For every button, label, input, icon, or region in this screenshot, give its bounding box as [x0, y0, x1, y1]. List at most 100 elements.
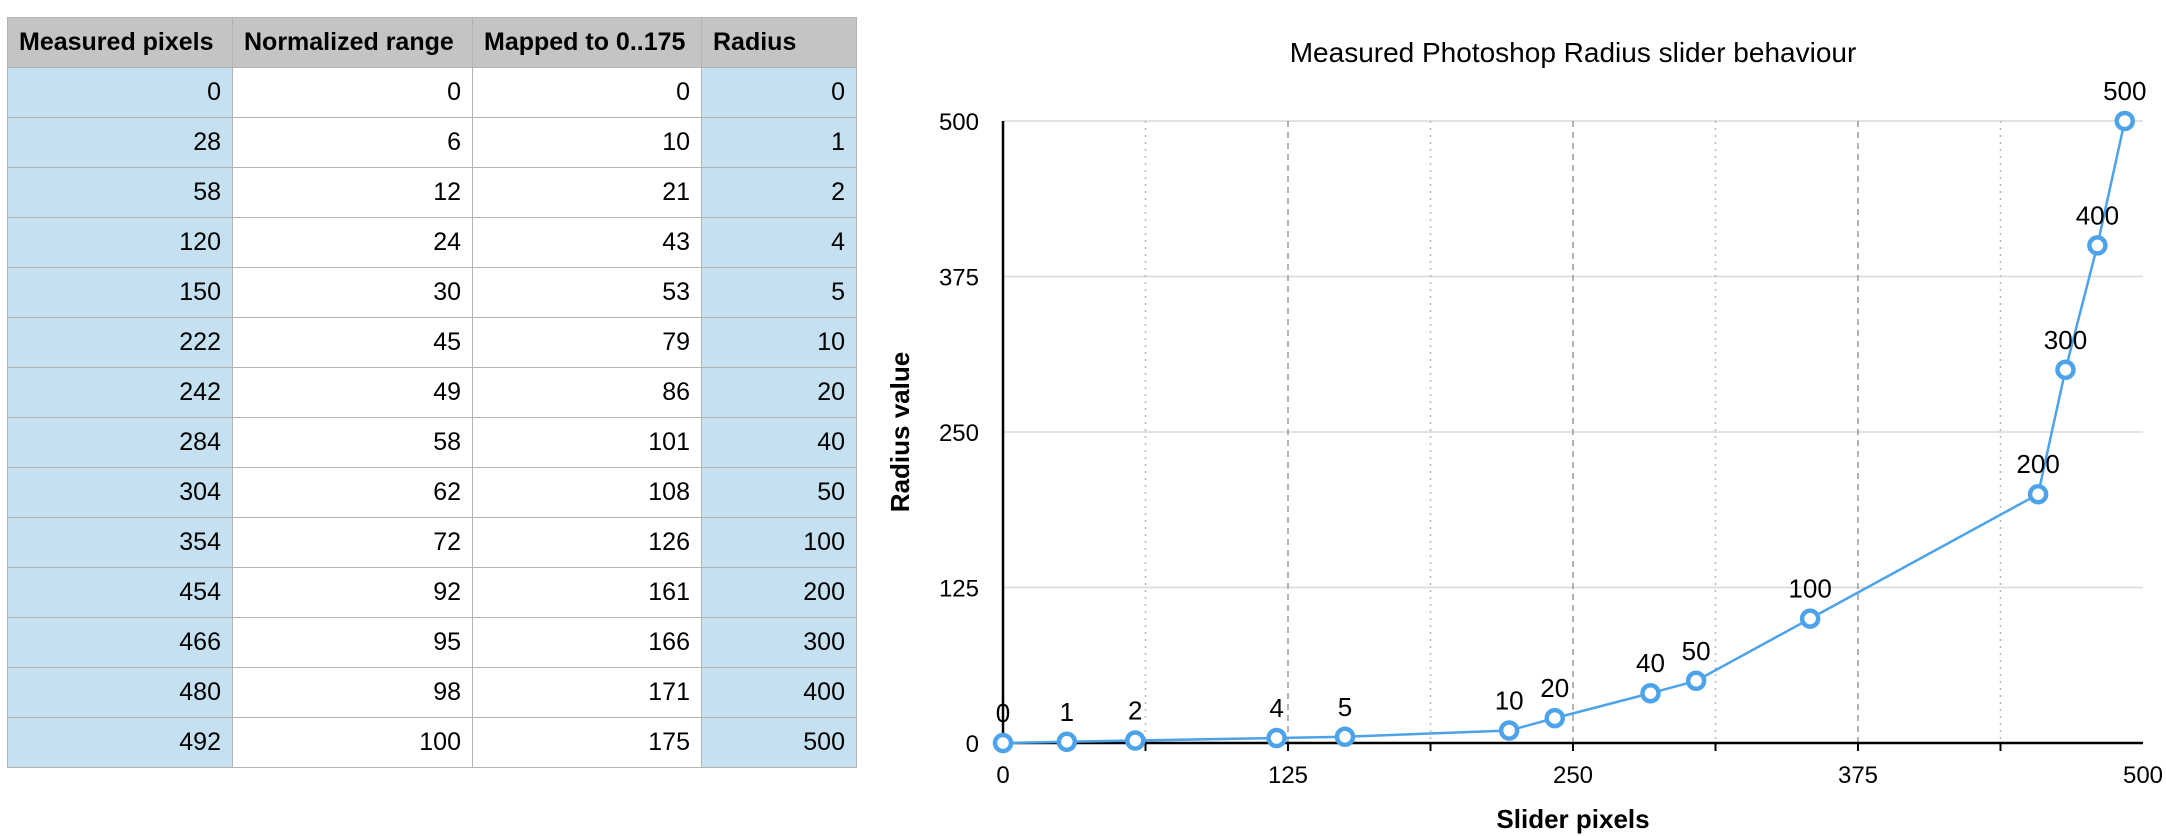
- table-row: 480 98 171 400: [7, 667, 857, 718]
- data-point: [1056, 731, 1078, 753]
- cell-normalized-range: 98: [232, 667, 473, 718]
- table-row: 120 24 43 4: [7, 217, 857, 268]
- cell-normalized-range: 24: [232, 217, 473, 268]
- header-mapped-range: Mapped to 0..175: [472, 17, 702, 68]
- cell-mapped-range: 0: [472, 67, 702, 118]
- table-body: 0 0 0 0 28 6 10 1 58 12 21 2 120 24 43 4 150 30 53 5 222 45 79…: [7, 67, 857, 768]
- header-measured-pixels: Measured pixels: [7, 17, 233, 68]
- data-label: 100: [1788, 574, 1831, 604]
- cell-radius: 10: [701, 317, 857, 368]
- cell-radius: 0: [701, 67, 857, 118]
- cell-radius: 40: [701, 417, 857, 468]
- cell-measured-pixels: 492: [7, 717, 233, 768]
- cell-radius: 2: [701, 167, 857, 218]
- cell-normalized-range: 92: [232, 567, 473, 618]
- data-label: 1: [1060, 697, 1074, 727]
- table-row: 304 62 108 50: [7, 467, 857, 518]
- data-label: 4: [1269, 693, 1283, 723]
- cell-normalized-range: 12: [232, 167, 473, 218]
- data-label: 5: [1338, 692, 1352, 722]
- data-label: 0: [996, 698, 1010, 728]
- cell-normalized-range: 45: [232, 317, 473, 368]
- cell-mapped-range: 166: [472, 617, 702, 668]
- data-point: [2114, 110, 2136, 132]
- cell-radius: 4: [701, 217, 857, 268]
- cell-measured-pixels: 0: [7, 67, 233, 118]
- header-radius: Radius: [701, 17, 857, 68]
- cell-measured-pixels: 454: [7, 567, 233, 618]
- cell-measured-pixels: 354: [7, 517, 233, 568]
- cell-radius: 5: [701, 267, 857, 318]
- cell-radius: 300: [701, 617, 857, 668]
- x-tick-label: 125: [1268, 762, 1308, 789]
- cell-mapped-range: 175: [472, 717, 702, 768]
- cell-measured-pixels: 58: [7, 167, 233, 218]
- data-label: 200: [2016, 449, 2059, 479]
- y-tick-label: 0: [966, 731, 979, 758]
- data-label: 50: [1682, 636, 1711, 666]
- cell-mapped-range: 79: [472, 317, 702, 368]
- cell-measured-pixels: 480: [7, 667, 233, 718]
- cell-mapped-range: 171: [472, 667, 702, 718]
- table-row: 28 6 10 1: [7, 117, 857, 168]
- cell-measured-pixels: 28: [7, 117, 233, 168]
- data-point: [1640, 682, 1661, 704]
- cell-normalized-range: 0: [232, 67, 473, 118]
- cell-normalized-range: 6: [232, 117, 473, 168]
- cell-measured-pixels: 150: [7, 267, 233, 318]
- cell-measured-pixels: 304: [7, 467, 233, 518]
- chart-series: 0 1 2 4 5 10 20 40 50 100 200 300 400 500: [992, 76, 2146, 754]
- data-label: 20: [1540, 673, 1569, 703]
- cell-mapped-range: 161: [472, 567, 702, 618]
- cell-radius: 1: [701, 117, 857, 168]
- data-point: [1544, 707, 1566, 729]
- table-row: 466 95 166 300: [7, 617, 857, 668]
- data-label: 400: [2076, 200, 2119, 230]
- data-label: 2: [1128, 696, 1142, 726]
- data-point: [1124, 730, 1146, 751]
- chart-axes: [1001, 121, 2143, 751]
- radius-chart: Measured Photoshop Radius slider behavio…: [885, 37, 2163, 834]
- y-tick-label: 375: [939, 265, 979, 292]
- header-normalized-range: Normalized range: [232, 17, 473, 68]
- cell-mapped-range: 10: [472, 117, 702, 168]
- cell-normalized-range: 62: [232, 467, 473, 518]
- cell-normalized-range: 49: [232, 367, 473, 418]
- cell-mapped-range: 101: [472, 417, 702, 468]
- data-point: [1334, 726, 1356, 748]
- x-tick-label: 375: [1838, 762, 1878, 789]
- table-header-row: Measured pixels Normalized range Mapped …: [7, 17, 857, 68]
- cell-measured-pixels: 120: [7, 217, 233, 268]
- y-axis-label: Radius value: [885, 352, 915, 512]
- table-row: 150 30 53 5: [7, 267, 857, 318]
- cell-radius: 200: [701, 567, 857, 618]
- table-row: 242 49 86 20: [7, 367, 857, 418]
- measurement-table: Measured pixels Normalized range Mapped …: [7, 17, 857, 768]
- cell-normalized-range: 72: [232, 517, 473, 568]
- y-tick-label: 500: [939, 109, 979, 136]
- cell-mapped-range: 21: [472, 167, 702, 218]
- y-tick-label: 250: [939, 420, 979, 447]
- cell-radius: 50: [701, 467, 857, 518]
- chart-title: Measured Photoshop Radius slider behavio…: [1290, 37, 1857, 68]
- cell-normalized-range: 30: [232, 267, 473, 318]
- cell-normalized-range: 58: [232, 417, 473, 468]
- chart-grid: [1003, 120, 2143, 743]
- cell-mapped-range: 53: [472, 267, 702, 318]
- data-point: [1799, 608, 1821, 629]
- data-label: 300: [2044, 325, 2087, 355]
- cell-normalized-range: 100: [232, 717, 473, 768]
- x-tick-label: 0: [996, 762, 1009, 789]
- cell-measured-pixels: 466: [7, 617, 233, 668]
- data-point: [1685, 670, 1707, 692]
- cell-measured-pixels: 242: [7, 367, 233, 418]
- cell-mapped-range: 43: [472, 217, 702, 268]
- x-axis-label: Slider pixels: [1496, 804, 1649, 834]
- cell-radius: 400: [701, 667, 857, 718]
- data-point: [1498, 720, 1520, 741]
- data-label: 500: [2103, 76, 2146, 106]
- table-row: 454 92 161 200: [7, 567, 857, 618]
- table-row: 222 45 79 10: [7, 317, 857, 368]
